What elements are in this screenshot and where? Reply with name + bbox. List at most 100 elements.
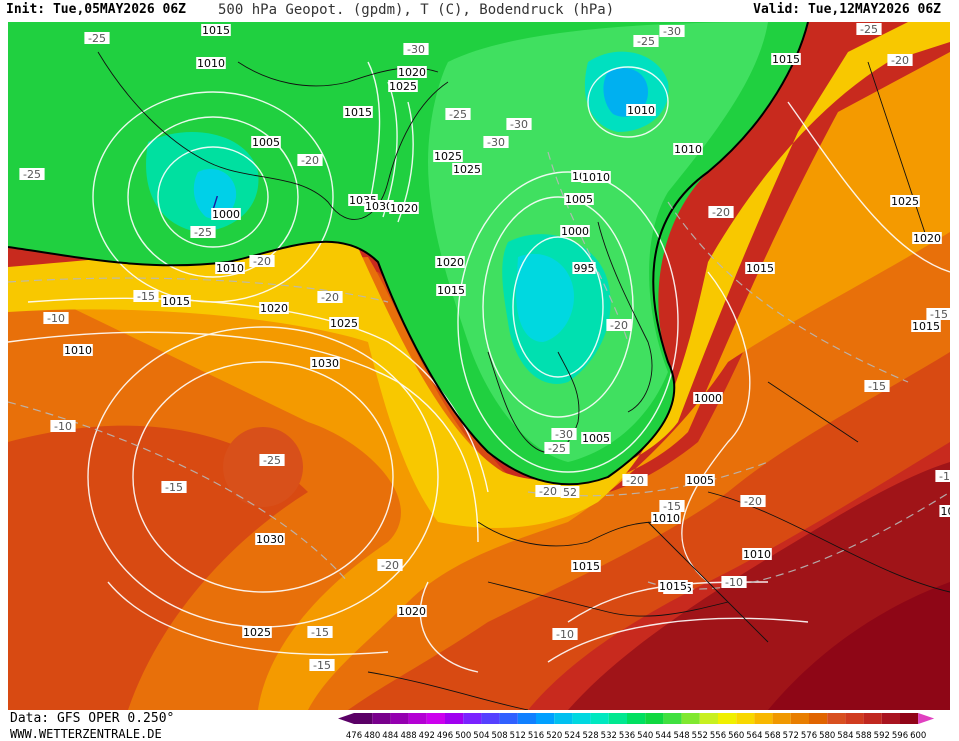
temperature-label-text: -25 — [23, 168, 41, 181]
temperature-label-text: -15 — [868, 380, 886, 393]
pressure-label: 1025 — [242, 626, 272, 639]
colorbar-tick-label: 576 — [801, 731, 817, 741]
pressure-label-text: 1005 — [565, 193, 593, 206]
pressure-label-text: 1025 — [389, 80, 417, 93]
temperature-label: -20 — [535, 485, 561, 498]
temperature-label-text: -10 — [939, 470, 950, 483]
pressure-label-text: 1015 — [202, 24, 230, 37]
colorbar-tick-label: 544 — [655, 731, 671, 741]
pressure-label-text: 101 — [941, 505, 951, 518]
temperature-label-text: -20 — [253, 255, 271, 268]
temperature-label: -10 — [552, 628, 578, 641]
pressure-label: 1030 — [255, 533, 285, 546]
temperature-label: -15 — [659, 500, 685, 513]
temperature-label: -25 — [445, 108, 471, 121]
temperature-label-text: -25 — [194, 226, 212, 239]
colorbar-box — [718, 713, 737, 724]
colorbar-tick-label: 512 — [510, 731, 526, 741]
temperature-label: -25 — [633, 35, 659, 48]
colorbar-tick-label: 556 — [710, 731, 726, 741]
temperature-label: -10 — [935, 470, 950, 483]
pressure-label: 1010 — [626, 104, 656, 117]
pressure-label-text: 1010 — [743, 548, 771, 561]
temperature-label: 52 — [560, 486, 580, 499]
colorbar-tick-label: 496 — [437, 731, 453, 741]
temperature-label: -20 — [377, 559, 403, 572]
pressure-label: 1020 — [912, 232, 942, 245]
pressure-label: 1005 — [251, 136, 281, 149]
colorbar-tick-label: 564 — [746, 731, 762, 741]
colorbar-box — [463, 713, 482, 724]
temperature-label-text: -20 — [891, 54, 909, 67]
map-canvas: / 10151010100510001010101510101020102510… — [8, 22, 950, 710]
colorbar-tick-label: 520 — [546, 731, 562, 741]
colorbar-box — [426, 713, 445, 724]
temperature-label-text: -10 — [47, 312, 65, 325]
colorbar-box — [517, 713, 536, 724]
pressure-label: 1030 — [310, 357, 340, 370]
temperature-label-text: -25 — [449, 108, 467, 121]
temperature-label: -30 — [659, 25, 685, 38]
temperature-label-text: -20 — [301, 154, 319, 167]
colorbar-tick-label: 484 — [382, 731, 398, 741]
colorbar-box — [645, 713, 664, 724]
colorbar-tick-label: 548 — [673, 731, 689, 741]
pressure-label-text: 1030 — [311, 357, 339, 370]
colorbar-tick-label: 492 — [419, 731, 435, 741]
pressure-label: 1010 — [63, 344, 93, 357]
pressure-label: 1005 — [564, 193, 594, 206]
colorbar-box — [590, 713, 609, 724]
map-title: 500 hPa Geopot. (gpdm), T (C), Bodendruc… — [218, 2, 615, 18]
colorbar-labels: 476 480 484 488 492 496 500 504 508 512 516 520 524 5… — [346, 731, 926, 741]
pressure-label: 1010 — [673, 143, 703, 156]
pressure-label: 1020 — [259, 302, 289, 315]
temperature-label-text: -30 — [663, 25, 681, 38]
temperature-label: -30 — [551, 428, 577, 441]
colorbar-box — [790, 713, 809, 724]
colorbar-box — [699, 713, 718, 724]
colorbar-box — [499, 713, 518, 724]
pressure-label: 1010 — [742, 548, 772, 561]
temperature-label: -20 — [740, 495, 766, 508]
temperature-label: -30 — [403, 43, 429, 56]
temperature-label-text: -10 — [725, 576, 743, 589]
temperature-label: -25 — [856, 23, 882, 36]
colorbar-box — [845, 713, 864, 724]
colorbar-tick-label: 504 — [473, 731, 489, 741]
pressure-label-text: 1005 — [252, 136, 280, 149]
colorbar-box — [445, 713, 464, 724]
pressure-label: 1020 — [435, 256, 465, 269]
pressure-label: 995 — [572, 262, 596, 275]
temperature-label-text: -25 — [637, 35, 655, 48]
temperature-label-text: -25 — [263, 454, 281, 467]
field-orange-light — [8, 62, 950, 710]
colorbar-tick-label: 476 — [346, 731, 362, 741]
colorbar-tick-label: 596 — [892, 731, 908, 741]
pressure-label: 1020 — [389, 202, 419, 215]
colorbar-tick-label: 552 — [692, 731, 708, 741]
pressure-label: 1015 — [571, 560, 601, 573]
pressure-label-text: 1015 — [746, 262, 774, 275]
pressure-label-text: 1015 — [772, 53, 800, 66]
pressure-label: 1010 — [581, 171, 611, 184]
temperature-label-text: -30 — [407, 43, 425, 56]
colorbar-tick-label: 560 — [728, 731, 744, 741]
pressure-label: 1015 — [658, 580, 688, 593]
pressure-label-text: 1025 — [330, 317, 358, 330]
colorbar-arrow-left — [338, 713, 354, 724]
colorbar-box — [827, 713, 846, 724]
temperature-label: -30 — [506, 118, 532, 131]
pressure-label-text: 1030 — [256, 533, 284, 546]
colorbar-arrow-right — [918, 713, 935, 724]
colorbar-box — [809, 713, 828, 724]
temperature-label: -20 — [297, 154, 323, 167]
website-url: WWW.WETTERZENTRALE.DE — [10, 727, 162, 741]
temperature-label-text: -20 — [626, 474, 644, 487]
pressure-label: 1025 — [452, 163, 482, 176]
pressure-label: 1025 — [890, 195, 920, 208]
pressure-label: 1015 — [771, 53, 801, 66]
pressure-label-text: 1010 — [652, 512, 680, 525]
pressure-label: 1015 — [343, 106, 373, 119]
pressure-label: 1025 — [388, 80, 418, 93]
temperature-label: -25 — [544, 442, 570, 455]
